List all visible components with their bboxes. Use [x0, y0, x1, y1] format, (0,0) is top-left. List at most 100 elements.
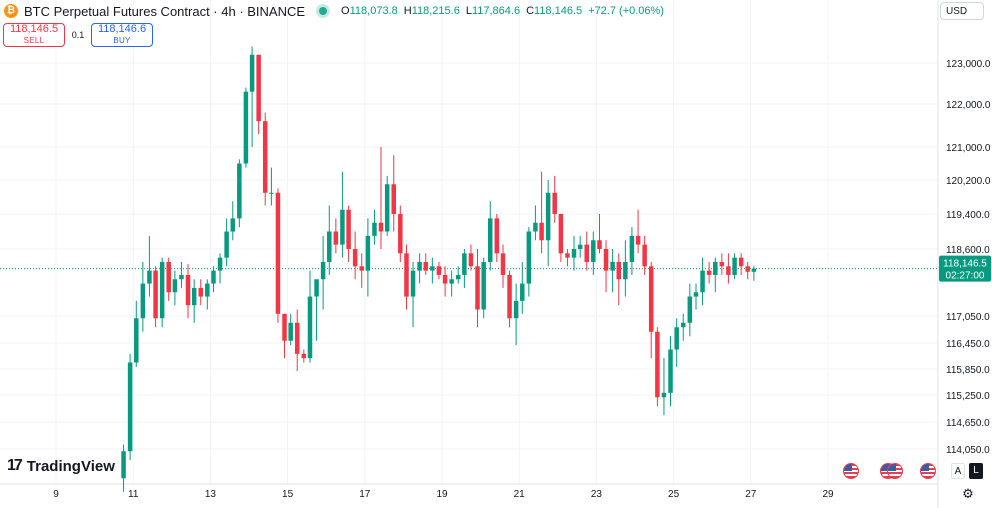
- candle-body: [494, 218, 500, 254]
- candle-body: [468, 253, 474, 267]
- candle-body: [475, 266, 480, 310]
- candle-body: [591, 240, 596, 262]
- price-tick-label: 115,850.0: [946, 365, 990, 376]
- symbol-title[interactable]: BTC Perpetual Futures Contract · 4h · BI…: [24, 3, 306, 19]
- candle-body: [635, 235, 641, 245]
- candle-body: [314, 279, 319, 297]
- candle-body: [571, 249, 577, 258]
- log-scale-button[interactable]: L: [969, 463, 983, 479]
- candle-body: [179, 274, 184, 280]
- symbol-legend: ₿ BTC Perpetual Futures Contract · 4h · …: [4, 3, 664, 19]
- candle-body: [430, 266, 435, 271]
- candle-body: [340, 209, 345, 245]
- time-tick-label: 11: [128, 489, 139, 500]
- candle-body: [147, 270, 152, 284]
- candle-body: [423, 261, 429, 271]
- time-tick-label: 21: [514, 489, 526, 500]
- gear-icon[interactable]: ⚙: [962, 486, 974, 501]
- candle-body: [249, 54, 255, 92]
- tradingview-logo[interactable]: 17 TradingView: [7, 457, 115, 475]
- candle-body: [172, 279, 178, 293]
- candle-body: [706, 270, 712, 275]
- candle-body: [584, 244, 589, 262]
- candle-body: [391, 184, 396, 214]
- candle-body: [288, 322, 293, 341]
- candle-body: [552, 192, 557, 214]
- us-flag-icon[interactable]: [887, 463, 903, 479]
- sell-button[interactable]: 118,146.5 SELL: [3, 23, 65, 47]
- candle-body: [134, 318, 139, 363]
- candle-body: [500, 253, 506, 275]
- candle-body: [205, 283, 210, 297]
- trade-panel: 118,146.5 SELL 0.1 118,146.6 BUY: [3, 23, 153, 47]
- candle-body: [462, 253, 467, 275]
- candle-body: [140, 283, 146, 319]
- candle-body: [275, 192, 281, 314]
- candle-body: [243, 91, 249, 164]
- candle-body: [745, 266, 750, 272]
- candle-body: [301, 353, 307, 359]
- buy-button[interactable]: 118,146.6 BUY: [91, 23, 153, 47]
- candle-body: [359, 266, 364, 271]
- price-tick-label: 117,050.0: [946, 312, 990, 323]
- time-tick-label: 9: [53, 489, 59, 500]
- candle-body: [629, 235, 635, 262]
- candle-body: [507, 274, 512, 319]
- us-flag-icon[interactable]: [843, 463, 859, 479]
- market-status-icon[interactable]: [319, 7, 328, 15]
- price-tick-label: 119,400.0: [946, 210, 990, 221]
- candle-body: [533, 222, 538, 232]
- price-tick-label: 114,050.0: [946, 445, 990, 456]
- candle-body: [211, 270, 216, 284]
- candle-body: [481, 261, 486, 310]
- candle-body: [681, 322, 686, 328]
- ohlc-values: O118,073.8 H118,215.6 L117,864.6 C118,14…: [341, 5, 664, 17]
- candle-body: [623, 261, 628, 280]
- candle-body: [269, 192, 274, 194]
- candle-body: [719, 261, 725, 267]
- candle-body: [558, 214, 564, 254]
- candle-body: [687, 296, 693, 323]
- candle-body: [185, 274, 191, 306]
- price-tick-label: 115,250.0: [946, 391, 990, 402]
- candle-body: [674, 327, 679, 350]
- time-tick-label: 17: [359, 489, 371, 500]
- low-label: L: [465, 5, 472, 17]
- time-tick-label: 15: [282, 489, 294, 500]
- candle-body: [693, 292, 699, 297]
- candle-body: [198, 287, 203, 297]
- low-value: 117,864.6: [471, 5, 521, 17]
- price-tick-label: 122,000.0: [946, 100, 991, 111]
- time-tick-label: 27: [745, 489, 757, 500]
- change-value: +72.7 (+0.06%): [588, 5, 664, 17]
- candle-body: [713, 261, 718, 275]
- candle-body: [545, 192, 551, 241]
- candle-body: [256, 54, 261, 122]
- sell-price: 118,146.5: [9, 23, 59, 35]
- price-tick-label: 121,000.0: [946, 143, 991, 154]
- candle-body: [333, 231, 339, 245]
- us-flag-icon[interactable]: [920, 463, 936, 479]
- candle-body: [153, 270, 158, 319]
- candle-body: [404, 253, 409, 297]
- candle-body: [320, 261, 326, 280]
- candle-body: [378, 222, 384, 232]
- candle-body: [166, 261, 171, 293]
- candle-body: [648, 266, 654, 332]
- candle-body: [191, 287, 197, 306]
- high-value: 118,215.6: [411, 5, 460, 17]
- close-label: C: [526, 5, 535, 17]
- candle-body: [262, 121, 268, 193]
- sell-label: SELL: [23, 36, 45, 45]
- candle-body: [307, 296, 313, 359]
- time-tick-label: 19: [436, 489, 448, 500]
- candle-body: [127, 362, 133, 452]
- candle-body: [159, 261, 165, 319]
- time-tick-label: 29: [822, 489, 834, 500]
- open-value: 118,073.8: [349, 5, 398, 17]
- candle-body: [597, 240, 602, 249]
- auto-scale-button[interactable]: A: [951, 463, 965, 479]
- candle-body: [417, 261, 422, 271]
- currency-select[interactable]: USD: [940, 2, 984, 20]
